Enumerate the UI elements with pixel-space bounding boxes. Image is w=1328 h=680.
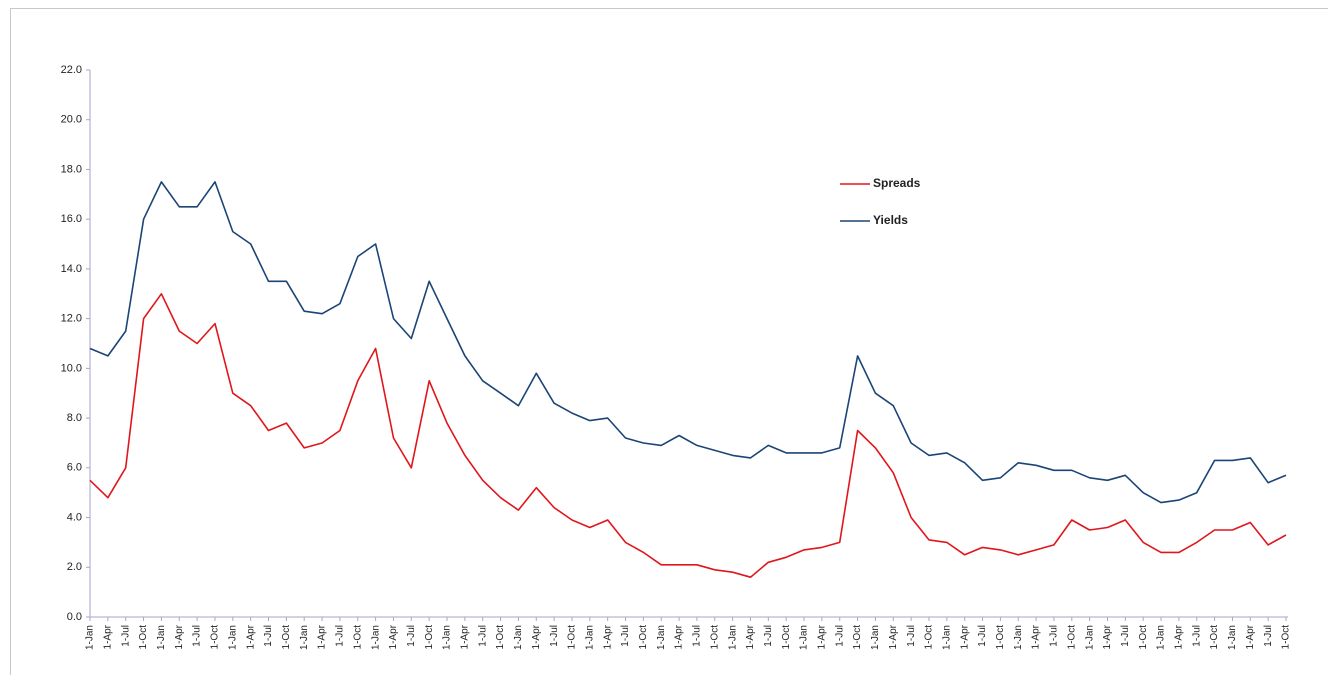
- y-tick-label: 16.0: [61, 213, 82, 225]
- y-tick-label: 12.0: [61, 313, 82, 325]
- x-tick-label: 1-Apr: [245, 624, 256, 649]
- x-tick-label: 1-Oct: [709, 625, 720, 650]
- x-tick-label: 1-Oct: [852, 625, 863, 650]
- x-tick-label: 1-Oct: [781, 625, 792, 650]
- x-tick-label: 1-Jul: [120, 625, 131, 647]
- x-tick-label: 1-Jan: [299, 625, 310, 650]
- x-tick-label: 1-Jan: [442, 625, 453, 650]
- x-tick-label: 1-Oct: [1066, 625, 1077, 650]
- x-tick-label: 1-Apr: [817, 624, 828, 649]
- y-tick-label: 0.0: [67, 611, 82, 623]
- x-tick-label: 1-Jan: [727, 625, 738, 650]
- y-tick-label: 22.0: [61, 64, 82, 76]
- x-tick-label: 1-Oct: [1281, 625, 1292, 650]
- x-tick-label: 1-Apr: [888, 624, 899, 649]
- x-tick-label: 1-Apr: [674, 624, 685, 649]
- x-tick-label: 1-Apr: [1245, 624, 1256, 649]
- x-tick-label: 1-Jul: [1049, 625, 1060, 647]
- x-tick-label: 1-Apr: [174, 624, 185, 649]
- x-tick-label: 1-Oct: [567, 625, 578, 650]
- line-series: [90, 294, 1286, 577]
- x-tick-label: 1-Jul: [692, 625, 703, 647]
- x-tick-label: 1-Jul: [477, 625, 488, 647]
- x-tick-label: 1-Oct: [638, 625, 649, 650]
- x-tick-label: 1-Oct: [138, 625, 149, 650]
- x-tick-label: 1-Oct: [210, 625, 221, 650]
- x-tick-label: 1-Apr: [317, 624, 328, 649]
- x-tick-label: 1-Jul: [335, 625, 346, 647]
- x-tick-label: 1-Apr: [102, 624, 113, 649]
- x-tick-label: 1-Jan: [85, 625, 96, 650]
- chart-frame: [11, 9, 1328, 676]
- x-tick-label: 1-Apr: [602, 624, 613, 649]
- x-tick-label: 1-Jan: [370, 625, 381, 650]
- x-tick-label: 1-Jan: [1013, 625, 1024, 650]
- x-tick-label: 1-Oct: [424, 625, 435, 650]
- y-tick-label: 8.0: [67, 412, 82, 424]
- y-tick-label: 4.0: [67, 511, 82, 523]
- y-tick-label: 10.0: [61, 362, 82, 374]
- y-tick-label: 20.0: [61, 114, 82, 126]
- x-tick-label: 1-Apr: [531, 624, 542, 649]
- x-tick-label: 1-Oct: [924, 625, 935, 650]
- x-tick-label: 1-Jan: [156, 625, 167, 650]
- x-tick-label: 1-Jan: [1227, 625, 1238, 650]
- x-tick-label: 1-Oct: [495, 625, 506, 650]
- x-tick-label: 1-Jan: [227, 625, 238, 650]
- x-tick-label: 1-Jan: [1156, 625, 1167, 650]
- x-tick-label: 1-Jul: [549, 625, 560, 647]
- x-tick-label: 1-Jul: [906, 625, 917, 647]
- x-tick-label: 1-Apr: [460, 624, 471, 649]
- y-tick-label: 2.0: [67, 561, 82, 573]
- x-tick-label: 1-Jul: [1120, 625, 1131, 647]
- x-tick-label: 1-Apr: [388, 624, 399, 649]
- x-tick-label: 1-Jan: [941, 625, 952, 650]
- x-tick-label: 1-Jul: [1191, 625, 1202, 647]
- legend: Spreads Yields: [840, 176, 921, 227]
- x-tick-label: 1-Apr: [1031, 624, 1042, 649]
- x-tick-label: 1-Jul: [192, 625, 203, 647]
- x-tick-label: 1-Jul: [834, 625, 845, 647]
- x-tick-label: 1-Jan: [513, 625, 524, 650]
- y-tick-label: 6.0: [67, 462, 82, 474]
- x-tick-label: 1-Jul: [977, 625, 988, 647]
- x-tick-label: 1-Oct: [352, 625, 363, 650]
- x-tick-label: 1-Apr: [1102, 624, 1113, 649]
- x-tick-label: 1-Jul: [263, 625, 274, 647]
- x-tick-label: 1-Jan: [799, 625, 810, 650]
- y-tick-label: 14.0: [61, 263, 82, 275]
- legend-label: Spreads: [873, 176, 921, 190]
- x-tick-label: 1-Jan: [656, 625, 667, 650]
- x-tick-label: 1-Jan: [584, 625, 595, 650]
- x-tick-label: 1-Jul: [620, 625, 631, 647]
- line-series: [90, 182, 1286, 503]
- x-tick-label: 1-Apr: [959, 624, 970, 649]
- x-tick-label: 1-Jul: [763, 625, 774, 647]
- x-tick-label: 1-Oct: [1209, 625, 1220, 650]
- x-tick-label: 1-Oct: [1138, 625, 1149, 650]
- x-tick-label: 1-Apr: [1174, 624, 1185, 649]
- x-tick-label: 1-Jan: [870, 625, 881, 650]
- x-tick-label: 1-Jul: [1263, 625, 1274, 647]
- x-tick-label: 1-Oct: [281, 625, 292, 650]
- x-tick-label: 1-Oct: [995, 625, 1006, 650]
- x-tick-label: 1-Jan: [1084, 625, 1095, 650]
- x-tick-label: 1-Apr: [745, 624, 756, 649]
- x-tick-label: 1-Jul: [406, 625, 417, 647]
- y-tick-label: 18.0: [61, 163, 82, 175]
- legend-label: Yields: [873, 213, 908, 227]
